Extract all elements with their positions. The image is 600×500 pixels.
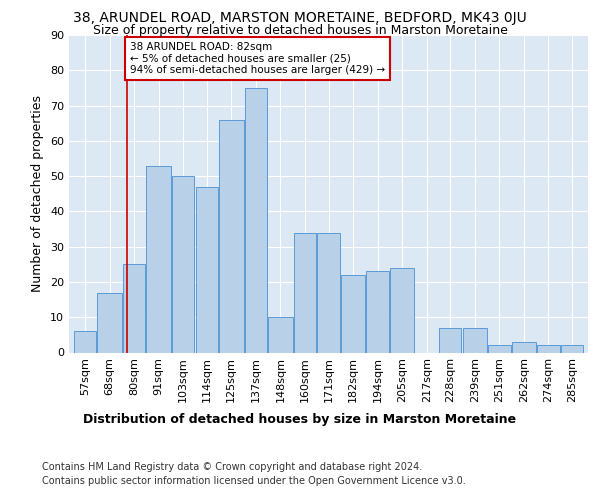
Bar <box>488 346 511 352</box>
Bar <box>294 232 316 352</box>
Text: Distribution of detached houses by size in Marston Moretaine: Distribution of detached houses by size … <box>83 412 517 426</box>
Bar <box>74 332 96 352</box>
Bar <box>146 166 171 352</box>
Bar <box>439 328 461 352</box>
Bar <box>317 232 340 352</box>
Text: Contains public sector information licensed under the Open Government Licence v3: Contains public sector information licen… <box>42 476 466 486</box>
Bar <box>219 120 244 352</box>
Text: Contains HM Land Registry data © Crown copyright and database right 2024.: Contains HM Land Registry data © Crown c… <box>42 462 422 472</box>
Y-axis label: Number of detached properties: Number of detached properties <box>31 95 44 292</box>
Bar <box>97 292 122 352</box>
Text: 38, ARUNDEL ROAD, MARSTON MORETAINE, BEDFORD, MK43 0JU: 38, ARUNDEL ROAD, MARSTON MORETAINE, BED… <box>73 11 527 25</box>
Bar <box>537 346 560 352</box>
Bar <box>172 176 194 352</box>
Bar <box>463 328 487 352</box>
Bar <box>245 88 267 352</box>
Bar <box>390 268 415 352</box>
Text: 38 ARUNDEL ROAD: 82sqm
← 5% of detached houses are smaller (25)
94% of semi-deta: 38 ARUNDEL ROAD: 82sqm ← 5% of detached … <box>130 42 385 76</box>
Bar <box>196 186 218 352</box>
Bar <box>341 275 365 352</box>
Bar <box>123 264 145 352</box>
Bar <box>561 346 583 352</box>
Bar <box>268 317 293 352</box>
Bar <box>512 342 536 352</box>
Text: Size of property relative to detached houses in Marston Moretaine: Size of property relative to detached ho… <box>92 24 508 37</box>
Bar <box>367 272 389 352</box>
